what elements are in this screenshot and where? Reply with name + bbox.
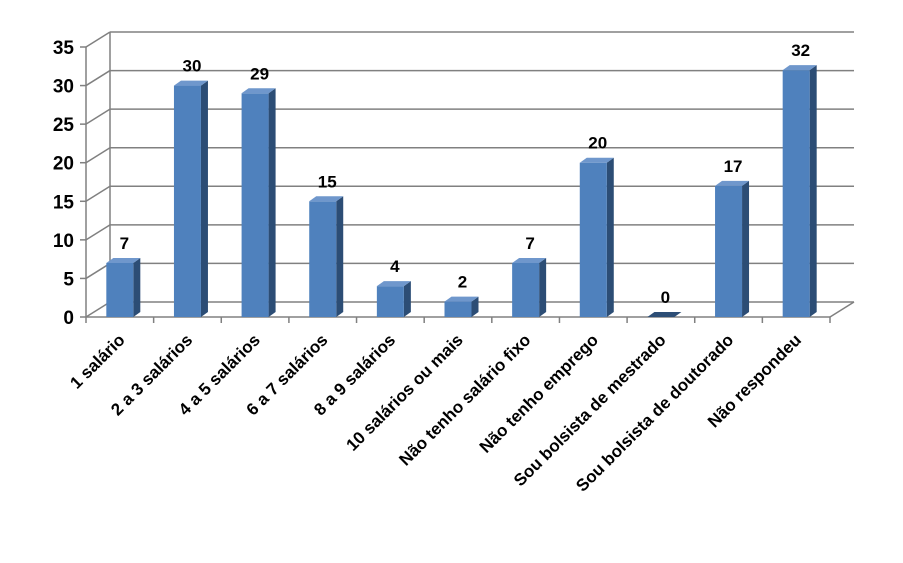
gridline-side bbox=[85, 185, 111, 202]
bar-front bbox=[512, 263, 540, 317]
x-tick-label-1-salario: 1 salário bbox=[66, 330, 128, 392]
y-tick-label: 5 bbox=[63, 269, 74, 290]
bar-top bbox=[241, 88, 276, 94]
data-label-10-salarios-ou-mais: 2 bbox=[458, 273, 467, 292]
bar-front bbox=[444, 301, 472, 317]
data-label-6-a-7-salarios: 15 bbox=[318, 172, 337, 191]
gridline-side bbox=[85, 69, 111, 87]
bar-side bbox=[268, 88, 276, 318]
bar-top bbox=[512, 258, 547, 263]
floor-right-edge bbox=[829, 301, 855, 318]
bar-front bbox=[173, 85, 201, 317]
chart-gridlines bbox=[85, 31, 854, 318]
y-tick-label: 10 bbox=[53, 231, 74, 252]
bar-top bbox=[579, 157, 614, 163]
bar-top bbox=[106, 258, 141, 263]
data-label-4-a-5-salarios: 29 bbox=[250, 64, 269, 83]
bar-10-salarios-ou-mais bbox=[444, 296, 479, 317]
data-label-sou-bolsista-de-doutorado: 17 bbox=[724, 157, 743, 176]
bar-top bbox=[444, 296, 479, 302]
bar-side bbox=[200, 80, 208, 317]
data-label-nao-respondeu: 32 bbox=[791, 41, 810, 60]
bar-front bbox=[782, 70, 810, 318]
bar-sou-bolsista-de-doutorado bbox=[715, 180, 750, 317]
bar-front bbox=[579, 162, 607, 317]
bar-side bbox=[742, 180, 750, 317]
bar-front bbox=[309, 201, 337, 317]
bar-4-a-5-salarios bbox=[241, 88, 276, 318]
bar-side bbox=[471, 296, 479, 317]
bar-nao-tenho-emprego bbox=[579, 157, 614, 317]
y-tick-label: 15 bbox=[53, 192, 75, 213]
gridline-side bbox=[85, 301, 111, 318]
gridline-side bbox=[85, 224, 111, 241]
bar-nao-respondeu bbox=[782, 65, 817, 318]
bar-top bbox=[376, 281, 411, 287]
bar-side bbox=[403, 281, 411, 317]
gridline-side bbox=[85, 31, 111, 48]
y-tick-label: 35 bbox=[53, 38, 75, 59]
bar-top bbox=[173, 80, 208, 86]
bar-sou-bolsista-de-mestrado bbox=[647, 312, 682, 317]
data-label-1-salario: 7 bbox=[120, 234, 129, 253]
bar-nao-tenho-salario-fixo bbox=[512, 258, 547, 317]
bar-front bbox=[376, 286, 404, 317]
bar-front bbox=[715, 185, 743, 317]
bar-front bbox=[241, 93, 269, 318]
bar-side bbox=[133, 258, 141, 317]
bar-top bbox=[309, 196, 344, 202]
y-tick-label: 0 bbox=[63, 308, 74, 329]
bar-2-a-3-salarios bbox=[173, 80, 208, 317]
bar-side bbox=[606, 157, 614, 317]
bar-front bbox=[106, 263, 134, 317]
bar-side bbox=[336, 196, 344, 317]
bar-side bbox=[539, 258, 547, 317]
x-tick-label-nao-tenho-emprego: Não tenho emprego bbox=[476, 330, 602, 456]
chart-bars bbox=[106, 65, 817, 318]
bar-top bbox=[715, 180, 750, 186]
bar-top bbox=[782, 65, 817, 71]
bar-1-salario bbox=[106, 258, 141, 317]
bar-6-a-7-salarios bbox=[309, 196, 344, 317]
gridline-side bbox=[85, 147, 111, 164]
y-tick-label: 30 bbox=[53, 77, 74, 98]
bar-8-a-9-salarios bbox=[376, 281, 411, 317]
gridline-side bbox=[85, 108, 111, 125]
data-label-sou-bolsista-de-mestrado: 0 bbox=[661, 288, 670, 307]
x-tick-label-10-salarios-ou-mais: 10 salários ou mais bbox=[342, 330, 466, 454]
chart-axes bbox=[80, 32, 855, 323]
x-tick-label-nao-tenho-salario-fixo: Não tenho salário fixo bbox=[395, 330, 534, 469]
data-label-2-a-3-salarios: 30 bbox=[182, 57, 201, 76]
gridline-side bbox=[85, 262, 111, 280]
bar-side bbox=[809, 65, 817, 318]
data-label-nao-tenho-salario-fixo: 7 bbox=[525, 234, 534, 253]
bar-top bbox=[647, 312, 682, 317]
data-label-nao-tenho-emprego: 20 bbox=[588, 134, 607, 153]
y-tick-label: 20 bbox=[53, 154, 74, 175]
data-label-8-a-9-salarios: 4 bbox=[390, 257, 400, 276]
y-tick-label: 25 bbox=[53, 115, 75, 136]
